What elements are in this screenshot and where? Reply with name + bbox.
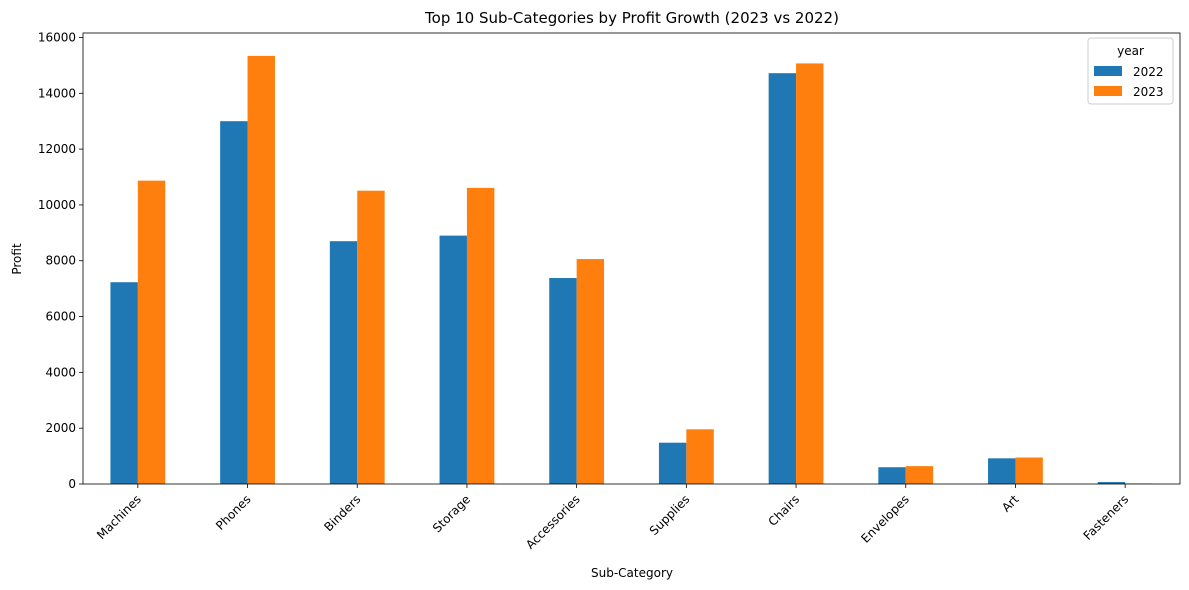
bar-2023-supplies bbox=[686, 429, 714, 484]
bar-2022-chairs bbox=[768, 73, 797, 484]
y-tick-label: 10000 bbox=[38, 198, 76, 212]
bar-2022-supplies bbox=[658, 442, 687, 484]
bar-2022-fasteners bbox=[1097, 482, 1126, 484]
chart-title: Top 10 Sub-Categories by Profit Growth (… bbox=[424, 9, 839, 27]
plot-area: 0 2000 4000 6000 8000 10000 12000 14000 16000 Mac… bbox=[38, 30, 1181, 552]
bar-2022-accessories bbox=[549, 278, 577, 484]
x-tick-label: Chairs bbox=[766, 492, 803, 529]
y-tick-label: 2000 bbox=[45, 421, 76, 435]
bar-2022-envelopes bbox=[878, 467, 906, 484]
bar-2022-art bbox=[988, 458, 1016, 484]
x-tick-label: Binders bbox=[321, 492, 363, 534]
x-tick-label: Envelopes bbox=[858, 492, 911, 545]
x-tick-label: Fasteners bbox=[1081, 492, 1132, 543]
legend-swatch-2022 bbox=[1094, 66, 1122, 76]
legend-swatch-2023 bbox=[1094, 86, 1122, 96]
bar-2022-binders bbox=[329, 241, 358, 484]
bar-2023-accessories bbox=[576, 259, 605, 484]
bar-2023-storage bbox=[466, 187, 495, 484]
legend-label-2022: 2022 bbox=[1133, 65, 1164, 79]
bar-2023-binders bbox=[357, 190, 385, 484]
y-tick-label: 8000 bbox=[45, 254, 76, 268]
bar-2022-machines bbox=[110, 282, 138, 484]
y-axis-label: Profit bbox=[10, 243, 24, 275]
bar-2022-storage bbox=[439, 235, 467, 484]
bar-2023-machines bbox=[137, 180, 166, 484]
x-tick-label: Art bbox=[999, 492, 1022, 515]
y-tick-label: 12000 bbox=[38, 142, 76, 156]
y-tick-label: 14000 bbox=[38, 86, 76, 100]
x-tick-label: Accessories bbox=[523, 492, 583, 552]
x-tick-label: Storage bbox=[430, 492, 473, 535]
plot-frame bbox=[82, 32, 1181, 485]
legend-title: year bbox=[1117, 44, 1144, 58]
legend: year 2022 2023 bbox=[1087, 37, 1174, 105]
x-tick-label: Phones bbox=[213, 492, 254, 533]
bar-2022-phones bbox=[220, 121, 248, 484]
y-tick-label: 6000 bbox=[45, 310, 76, 324]
x-axis-label: Sub-Category bbox=[591, 566, 673, 580]
x-tick-label: Machines bbox=[94, 492, 144, 542]
y-tick-label: 4000 bbox=[45, 365, 76, 379]
legend-label-2023: 2023 bbox=[1133, 85, 1164, 99]
x-tick-label: Supplies bbox=[647, 492, 693, 538]
y-tick-label: 0 bbox=[68, 477, 76, 491]
bar-2023-envelopes bbox=[905, 466, 934, 484]
bar-2023-chairs bbox=[796, 63, 824, 485]
bar-2023-phones bbox=[247, 55, 275, 484]
bar-2023-art bbox=[1015, 457, 1043, 484]
y-tick-label: 16000 bbox=[38, 30, 76, 44]
